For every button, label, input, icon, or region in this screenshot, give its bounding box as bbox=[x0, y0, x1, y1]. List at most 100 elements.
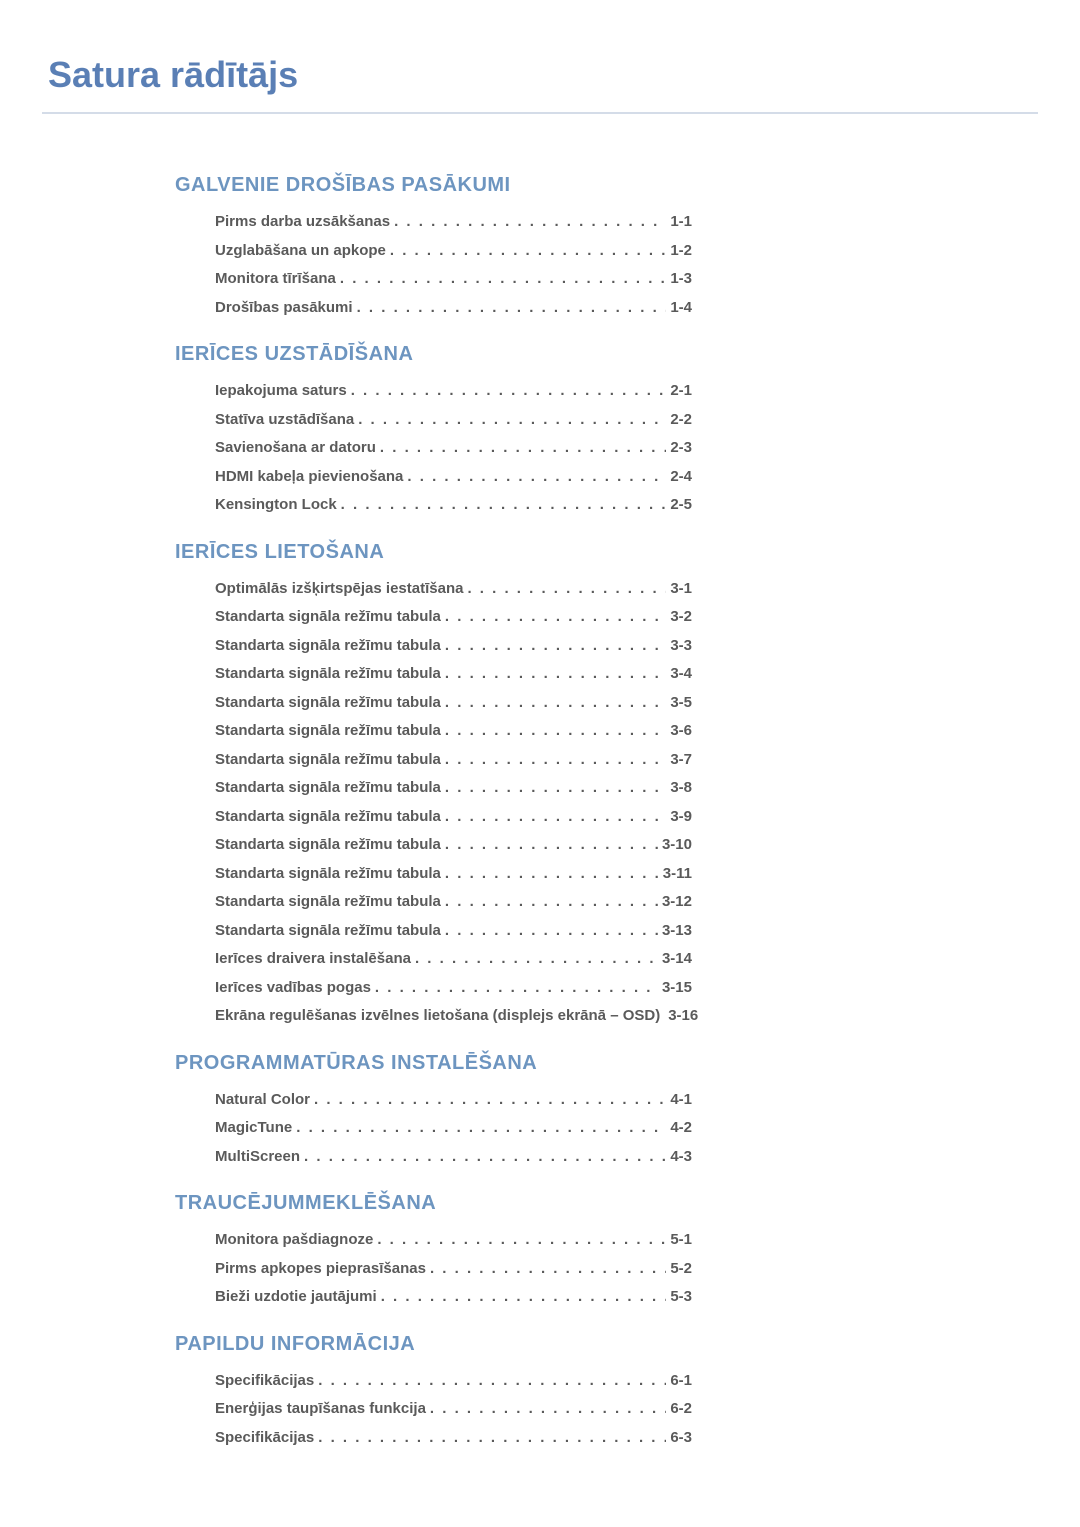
toc-leader-dots bbox=[390, 240, 666, 263]
toc-entry[interactable]: Standarta signāla režīmu tabula3-10 bbox=[0, 834, 1080, 857]
toc-leader-dots bbox=[357, 297, 667, 320]
toc-leader-dots bbox=[445, 720, 666, 743]
toc-entry-label: Specifikācijas bbox=[215, 1427, 314, 1450]
toc-entry-label: Enerģijas taupīšanas funkcija bbox=[215, 1398, 426, 1421]
toc-entry-label: Standarta signāla režīmu tabula bbox=[215, 863, 441, 886]
toc-entry-page: 3-8 bbox=[670, 777, 692, 800]
toc-entry-page: 2-2 bbox=[670, 409, 692, 432]
toc-entry[interactable]: Drošības pasākumi1-4 bbox=[0, 297, 1080, 320]
toc-entry-page: 6-3 bbox=[670, 1427, 692, 1450]
toc-entry[interactable]: HDMI kabeļa pievienošana 2-4 bbox=[0, 466, 1080, 489]
toc-entry[interactable]: Standarta signāla režīmu tabula3-7 bbox=[0, 749, 1080, 772]
toc-entry-page: 6-2 bbox=[670, 1398, 692, 1421]
toc-leader-dots bbox=[430, 1398, 666, 1421]
toc-entry[interactable]: Standarta signāla režīmu tabula3-2 bbox=[0, 606, 1080, 629]
toc-leader-dots bbox=[314, 1089, 666, 1112]
toc-entry[interactable]: Specifikācijas 6-3 bbox=[0, 1427, 1080, 1450]
toc-leader-dots bbox=[381, 1286, 667, 1309]
toc-section: IERĪCES UZSTĀDĪŠANAIepakojuma saturs2-1S… bbox=[0, 343, 1080, 517]
toc-entry-page: 6-1 bbox=[670, 1370, 692, 1393]
toc-leader-dots bbox=[445, 692, 666, 715]
toc-entry-page: 2-4 bbox=[670, 466, 692, 489]
toc-entry[interactable]: Bieži uzdotie jautājumi 5-3 bbox=[0, 1286, 1080, 1309]
toc-entry-page: 4-1 bbox=[670, 1089, 692, 1112]
section-heading: IERĪCES LIETOŠANA bbox=[0, 541, 1080, 564]
toc-leader-dots bbox=[341, 494, 667, 517]
toc-entry[interactable]: Pirms apkopes pieprasīšanas5-2 bbox=[0, 1258, 1080, 1281]
toc-leader-dots bbox=[318, 1427, 666, 1450]
toc-entry[interactable]: Standarta signāla režīmu tabula3-4 bbox=[0, 663, 1080, 686]
toc-entry[interactable]: Ierīces vadības pogas 3-15 bbox=[0, 977, 1080, 1000]
toc-leader-dots bbox=[430, 1258, 666, 1281]
toc-entry[interactable]: Standarta signāla režīmu tabula3-3 bbox=[0, 635, 1080, 658]
toc-leader-dots bbox=[445, 863, 659, 886]
toc-entry[interactable]: Standarta signāla režīmu tabula 3-13 bbox=[0, 920, 1080, 943]
toc-leader-dots bbox=[445, 777, 666, 800]
toc-entry-label: Ekrāna regulēšanas izvēlnes lietošana (d… bbox=[215, 1005, 660, 1028]
toc-entry[interactable]: Kensington Lock2-5 bbox=[0, 494, 1080, 517]
toc-leader-dots bbox=[380, 437, 666, 460]
toc-section: PROGRAMMATŪRAS INSTALĒŠANANatural Color4… bbox=[0, 1052, 1080, 1169]
toc-entry-label: Monitora pašdiagnoze bbox=[215, 1229, 373, 1252]
toc-section: GALVENIE DROŠĪBAS PASĀKUMIPirms darba uz… bbox=[0, 174, 1080, 319]
toc-entry[interactable]: Standarta signāla režīmu tabula3-12 bbox=[0, 891, 1080, 914]
toc-entry-page: 1-2 bbox=[670, 240, 692, 263]
toc-entry[interactable]: Standarta signāla režīmu tabula3-9 bbox=[0, 806, 1080, 829]
toc-leader-dots bbox=[467, 578, 666, 601]
toc-entry[interactable]: Uzglabāšana un apkope1-2 bbox=[0, 240, 1080, 263]
toc-entry[interactable]: Monitora tīrīšana1-3 bbox=[0, 268, 1080, 291]
toc-entry-label: Natural Color bbox=[215, 1089, 310, 1112]
toc-entry-page: 3-4 bbox=[670, 663, 692, 686]
toc-entry-page: 4-3 bbox=[670, 1146, 692, 1169]
toc-entry-label: Bieži uzdotie jautājumi bbox=[215, 1286, 377, 1309]
toc-entry-label: MagicTune bbox=[215, 1117, 292, 1140]
toc-leader-dots bbox=[445, 749, 666, 772]
toc-entry[interactable]: Statīva uzstādīšana2-2 bbox=[0, 409, 1080, 432]
toc-entry-page: 3-6 bbox=[670, 720, 692, 743]
toc-entry[interactable]: Iepakojuma saturs2-1 bbox=[0, 380, 1080, 403]
toc-entry-page: 5-3 bbox=[670, 1286, 692, 1309]
toc-entry[interactable]: MagicTune4-2 bbox=[0, 1117, 1080, 1140]
toc-entry-page: 5-2 bbox=[670, 1258, 692, 1281]
toc-entry-page: 3-14 bbox=[662, 948, 692, 971]
toc-entry-label: Ierīces vadības pogas bbox=[215, 977, 371, 1000]
toc-leader-dots bbox=[445, 920, 658, 943]
toc-entry-label: Standarta signāla režīmu tabula bbox=[215, 777, 441, 800]
toc-entry-label: Drošības pasākumi bbox=[215, 297, 353, 320]
toc-section: TRAUCĒJUMMEKLĒŠANAMonitora pašdiagnoze5-… bbox=[0, 1192, 1080, 1309]
toc-entry[interactable]: Ierīces draivera instalēšana 3-14 bbox=[0, 948, 1080, 971]
toc-content: GALVENIE DROŠĪBAS PASĀKUMIPirms darba uz… bbox=[0, 114, 1080, 1449]
toc-entry-label: Standarta signāla režīmu tabula bbox=[215, 834, 441, 857]
toc-leader-dots bbox=[318, 1370, 666, 1393]
toc-entry[interactable]: Natural Color 4-1 bbox=[0, 1089, 1080, 1112]
toc-entry-label: Optimālās izšķirtspējas iestatīšana bbox=[215, 578, 463, 601]
toc-leader-dots bbox=[304, 1146, 666, 1169]
toc-entry[interactable]: Monitora pašdiagnoze5-1 bbox=[0, 1229, 1080, 1252]
toc-leader-dots bbox=[445, 606, 666, 629]
toc-entry[interactable]: Standarta signāla režīmu tabula3-6 bbox=[0, 720, 1080, 743]
toc-entry-page: 3-7 bbox=[670, 749, 692, 772]
toc-leader-dots bbox=[445, 891, 658, 914]
toc-entry-label: HDMI kabeļa pievienošana bbox=[215, 466, 403, 489]
toc-entry[interactable]: MultiScreen 4-3 bbox=[0, 1146, 1080, 1169]
toc-leader-dots bbox=[445, 806, 666, 829]
toc-entry-page: 3-1 bbox=[670, 578, 692, 601]
toc-leader-dots bbox=[445, 663, 666, 686]
toc-entry[interactable]: Pirms darba uzsākšanas1-1 bbox=[0, 211, 1080, 234]
toc-entry-label: MultiScreen bbox=[215, 1146, 300, 1169]
toc-entry[interactable]: Ekrāna regulēšanas izvēlnes lietošana (d… bbox=[0, 1005, 1080, 1028]
toc-entry[interactable]: Standarta signāla režīmu tabula 3-8 bbox=[0, 777, 1080, 800]
toc-section: PAPILDU INFORMĀCIJASpecifikācijas6-1Ener… bbox=[0, 1333, 1080, 1450]
toc-entry-page: 3-13 bbox=[662, 920, 692, 943]
toc-entry[interactable]: Savienošana ar datoru2-3 bbox=[0, 437, 1080, 460]
toc-entry[interactable]: Optimālās izšķirtspējas iestatīšana 3-1 bbox=[0, 578, 1080, 601]
toc-entry[interactable]: Specifikācijas6-1 bbox=[0, 1370, 1080, 1393]
toc-entry[interactable]: Standarta signāla režīmu tabula3-11 bbox=[0, 863, 1080, 886]
toc-entry-page: 3-15 bbox=[662, 977, 692, 1000]
toc-entry-label: Ierīces draivera instalēšana bbox=[215, 948, 411, 971]
toc-entry[interactable]: Enerģijas taupīšanas funkcija 6-2 bbox=[0, 1398, 1080, 1421]
toc-entry[interactable]: Standarta signāla režīmu tabula3-5 bbox=[0, 692, 1080, 715]
toc-entry-label: Pirms darba uzsākšanas bbox=[215, 211, 390, 234]
toc-entry-label: Standarta signāla režīmu tabula bbox=[215, 920, 441, 943]
toc-entry-label: Savienošana ar datoru bbox=[215, 437, 376, 460]
